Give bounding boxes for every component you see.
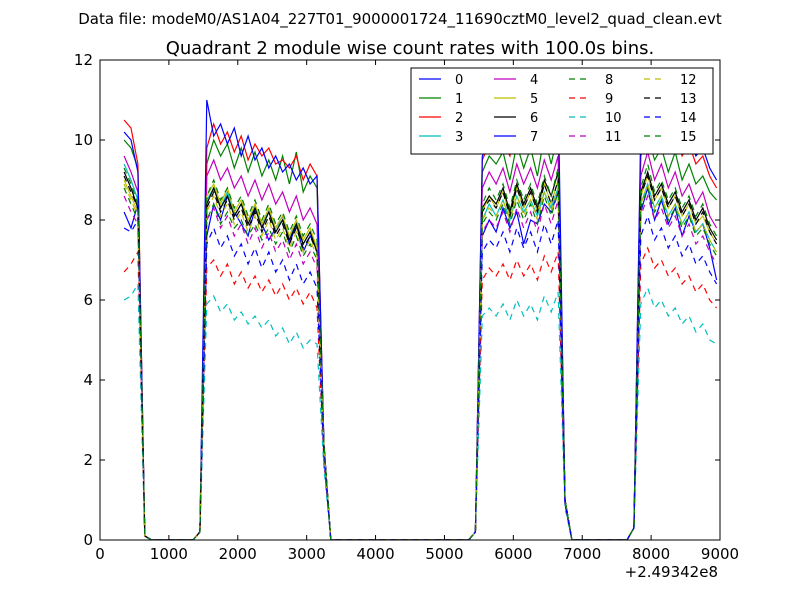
x-tick-label: 6000: [494, 545, 532, 563]
series-line-9: [123, 246, 718, 540]
legend-label-1: 1: [455, 92, 463, 107]
x-tick-label: 9000: [701, 545, 739, 563]
x-tick-label: 5000: [425, 545, 463, 563]
ticks-group: 0 1000 2000 3000 4000 5000 6000 7000 8000 9000 0 2 4…: [74, 51, 739, 563]
series-line-14: [123, 214, 718, 540]
x-tick-label: 1000: [150, 545, 188, 563]
x-tick-label: 8000: [632, 545, 670, 563]
series-line-6: [123, 170, 718, 540]
series-line-5: [123, 174, 718, 540]
y-tick-label: 12: [74, 51, 93, 69]
x-tick-label: 7000: [563, 545, 601, 563]
series-line-2: [123, 107, 718, 540]
legend-box: [410, 67, 714, 155]
x-tick-label: 4000: [356, 545, 394, 563]
legend-label-5: 5: [530, 92, 538, 107]
legend-label-9: 9: [605, 92, 613, 107]
suptitle: Data file: modeM0/AS1A04_227T01_90000017…: [78, 10, 722, 29]
x-tick-label: 0: [95, 545, 105, 563]
legend-label-8: 8: [605, 73, 613, 88]
legend-label-2: 2: [455, 111, 463, 126]
legend-label-3: 3: [455, 130, 463, 145]
legend-label-6: 6: [530, 111, 538, 126]
legend-label-11: 11: [605, 130, 622, 145]
y-tick-label: 8: [83, 211, 93, 229]
legend-label-4: 4: [530, 73, 538, 88]
series-group: [123, 91, 718, 540]
y-tick-label: 0: [83, 531, 93, 549]
legend-label-12: 12: [680, 73, 697, 88]
y-tick-label: 6: [83, 291, 93, 309]
legend-label-10: 10: [605, 111, 622, 126]
legend-label-0: 0: [455, 73, 463, 88]
y-tick-label: 2: [83, 451, 93, 469]
y-tick-label: 4: [83, 371, 93, 389]
y-tick-label: 10: [74, 131, 93, 149]
series-line-0: [123, 187, 718, 540]
legend-label-14: 14: [680, 111, 697, 126]
legend-label-15: 15: [680, 130, 697, 145]
legend-label-7: 7: [530, 130, 538, 145]
legend-label-13: 13: [680, 92, 697, 107]
x-offset-label: +2.49342e8: [625, 563, 718, 581]
series-line-1: [123, 131, 718, 540]
series-line-3: [123, 163, 718, 540]
x-tick-label: 2000: [219, 545, 257, 563]
chart-title: Quadrant 2 module wise count rates with …: [166, 38, 655, 59]
series-line-7: [123, 91, 718, 540]
series-line-4: [123, 149, 718, 540]
x-tick-label: 3000: [288, 545, 326, 563]
